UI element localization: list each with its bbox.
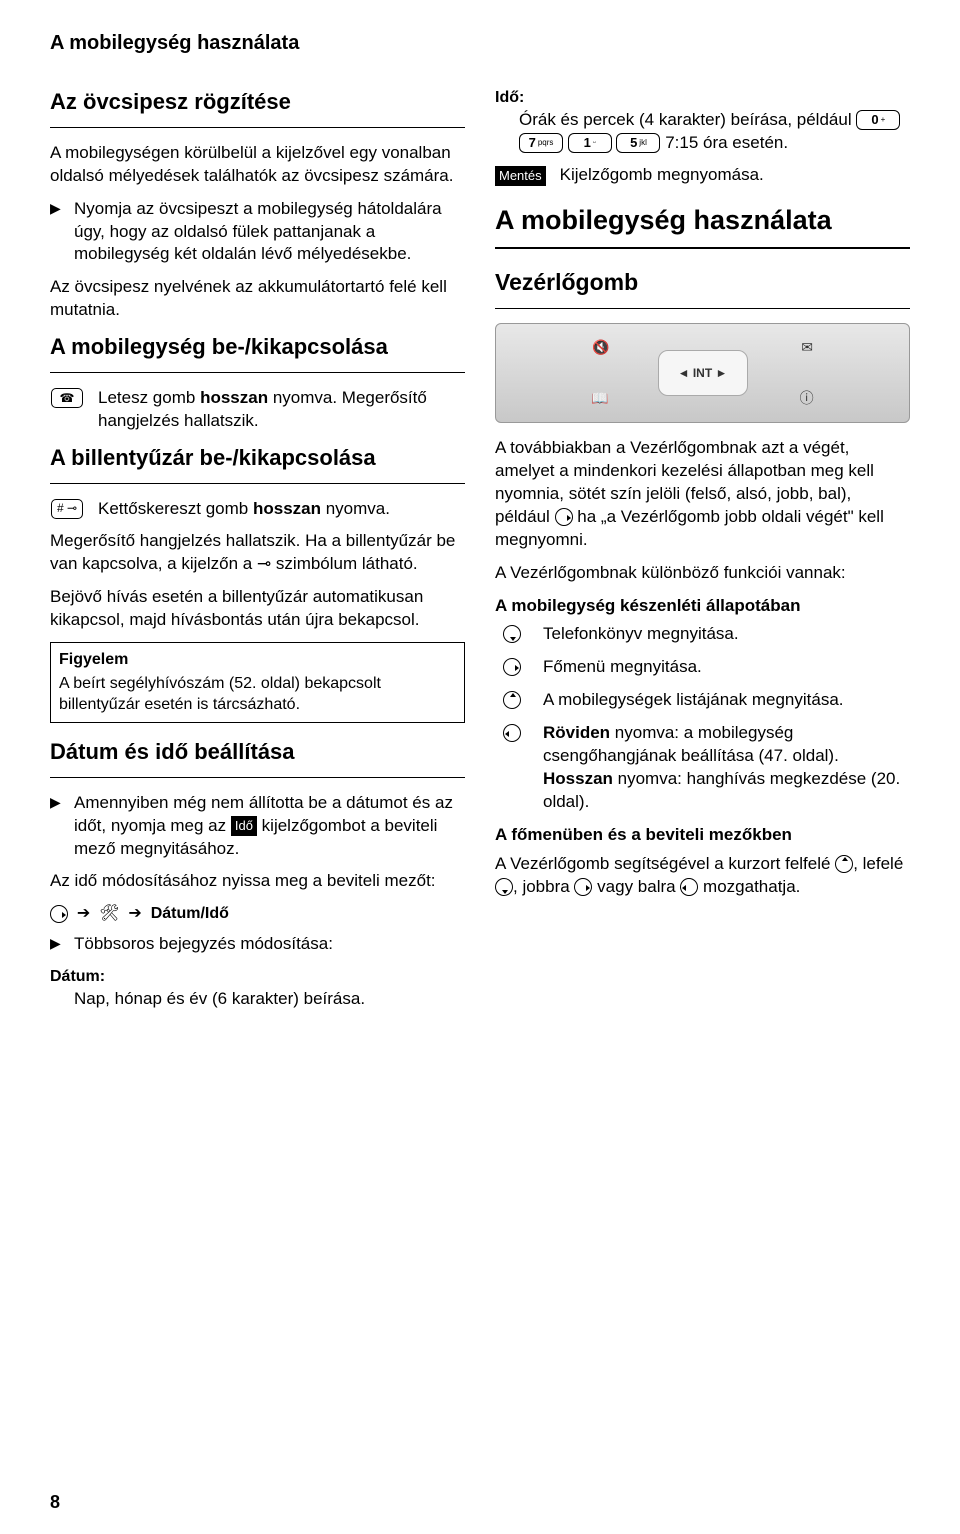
key-0: 0+ xyxy=(856,110,900,130)
save-row: Mentés Kijelzőgomb megnyomása. xyxy=(495,164,910,187)
dpad-down-icon xyxy=(495,878,513,896)
note-body: A beírt segélyhívószám (52. oldal) bekap… xyxy=(59,673,456,716)
dpad-right-icon xyxy=(495,656,529,678)
key-5: 5jkl xyxy=(616,133,660,153)
page-header: A mobilegység használata xyxy=(50,30,910,57)
key-1: 1ᵕ xyxy=(568,133,612,153)
heading-use: A mobilegység használata xyxy=(495,202,910,238)
clip-note: Az övcsipesz nyelvének az akkumulátortar… xyxy=(50,276,465,322)
dpad-left-icon xyxy=(680,878,698,896)
date-body: Nap, hónap és év (6 karakter) beírása. xyxy=(50,988,465,1011)
rule xyxy=(50,127,465,128)
subhead-menu: A főmenüben és a beviteli mezőkben xyxy=(495,824,910,847)
heading-keylock: A billentyűzár be-/kikapcsolása xyxy=(50,443,465,473)
power-text: Letesz gomb hosszan nyomva. Megerősítő h… xyxy=(98,387,465,433)
keylock-para: Megerősítő hangjelzés hallatszik. Ha a b… xyxy=(50,530,465,576)
idle-item-left-text: Röviden nyomva: a mobilegység csengőhang… xyxy=(543,722,910,814)
rule-thick xyxy=(495,247,910,249)
clip-intro: A mobilegységen körülbelül a kijelzővel … xyxy=(50,142,465,188)
rule xyxy=(50,777,465,778)
idle-item-left: Röviden nyomva: a mobilegység csengőhang… xyxy=(495,722,910,814)
keylock-text: Kettőskereszt gomb hosszan nyomva. xyxy=(98,498,465,521)
triangle-bullet-icon: ▶ xyxy=(50,933,66,956)
ctrl-para1: A továbbiakban a Vezérlőgombnak azt a vé… xyxy=(495,437,910,552)
clip-step-text: Nyomja az övcsipeszt a mobilegység hátol… xyxy=(74,198,465,267)
save-text: Kijelzőgomb megnyomása. xyxy=(560,164,910,187)
page-number: 8 xyxy=(50,1490,60,1514)
dpad-up-icon xyxy=(495,689,529,711)
right-column: Idő: Órák és percek (4 karakter) beírása… xyxy=(495,87,910,1020)
idle-item-0: Telefonkönyv megnyitása. xyxy=(495,623,910,646)
hash-key-icon: # ⊸ xyxy=(50,498,84,520)
rule xyxy=(50,372,465,373)
rule xyxy=(50,483,465,484)
idle-item-2: A mobilegységek listájának megnyitása. xyxy=(495,689,910,712)
idle-item-text: A mobilegységek listájának megnyitása. xyxy=(543,689,910,712)
rule xyxy=(495,308,910,309)
time-label: Idő: xyxy=(495,87,910,109)
left-column: Az övcsipesz rögzítése A mobilegységen k… xyxy=(50,87,465,1020)
note-title: Figyelem xyxy=(59,649,456,671)
date-label: Dátum: xyxy=(50,966,465,988)
hangup-key-icon: ☎ xyxy=(50,387,84,409)
heading-clip: Az övcsipesz rögzítése xyxy=(50,87,465,117)
heading-power: A mobilegység be-/kikapcsolása xyxy=(50,332,465,362)
idle-item-1: Főmenü megnyitása. xyxy=(495,656,910,679)
note-box: Figyelem A beírt segélyhívószám (52. old… xyxy=(50,642,465,723)
key-7: 7pqrs xyxy=(519,133,563,153)
clip-step: ▶ Nyomja az övcsipeszt a mobilegység hát… xyxy=(50,198,465,267)
triangle-bullet-icon: ▶ xyxy=(50,198,66,267)
menu-text: A Vezérlőgomb segítségével a kurzort fel… xyxy=(495,853,910,899)
time-body: Órák és percek (4 karakter) beírása, pél… xyxy=(495,109,910,155)
dpad-right-icon xyxy=(555,508,573,526)
subhead-idle: A mobilegység készenléti állapotában xyxy=(495,595,910,618)
power-row: ☎ Letesz gomb hosszan nyomva. Megerősítő… xyxy=(50,387,465,433)
wrench-icon: 🛠 xyxy=(99,905,119,922)
keylock-para2: Bejövő hívás esetén a billentyűzár autom… xyxy=(50,586,465,632)
nav-path-end: Dátum/Idő xyxy=(151,905,229,922)
dpad-right-icon xyxy=(574,878,592,896)
datetime-step-text: Amennyiben még nem állította be a dátumo… xyxy=(74,792,465,861)
dpad-down-icon xyxy=(495,623,529,645)
multi-line-step: ▶ Többsoros bejegyzés módosítása: xyxy=(50,933,465,956)
dpad-left-icon xyxy=(495,722,529,744)
dpad-up-icon xyxy=(835,855,853,873)
idle-item-text: Telefonkönyv megnyitása. xyxy=(543,623,910,646)
nav-path: ➔ 🛠 ➔ Dátum/Idő xyxy=(50,903,465,925)
idle-item-text: Főmenü megnyitása. xyxy=(543,656,910,679)
datetime-modify: Az idő módosításához nyissa meg a bevite… xyxy=(50,870,465,893)
save-badge: Mentés xyxy=(495,166,546,186)
ctrl-para2: A Vezérlőgombnak különböző funkciói vann… xyxy=(495,562,910,585)
control-button-photo: 🔇✉ ◄ INT ► 📖ⓘ xyxy=(495,323,910,423)
multi-line-text: Többsoros bejegyzés módosítása: xyxy=(74,933,465,956)
heading-datetime: Dátum és idő beállítása xyxy=(50,737,465,767)
datetime-step: ▶ Amennyiben még nem állította be a dátu… xyxy=(50,792,465,861)
keylock-row: # ⊸ Kettőskereszt gomb hosszan nyomva. xyxy=(50,498,465,521)
heading-ctrl: Vezérlőgomb xyxy=(495,267,910,298)
content-columns: Az övcsipesz rögzítése A mobilegységen k… xyxy=(50,87,910,1020)
triangle-bullet-icon: ▶ xyxy=(50,792,66,861)
dpad-right-icon xyxy=(50,905,68,923)
time-badge: Idő xyxy=(231,816,257,836)
